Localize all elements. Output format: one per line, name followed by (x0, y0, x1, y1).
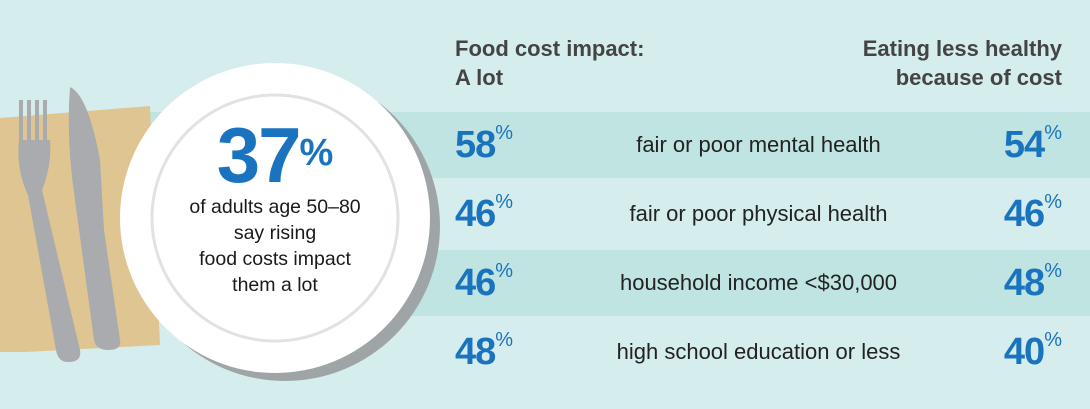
right-value: 40% (1003, 328, 1062, 373)
header-line: because of cost (895, 65, 1062, 90)
left-value: 46% (455, 190, 514, 235)
knife-icon (68, 87, 121, 350)
table-row: 46% fair or poor physical health 46% (455, 181, 1062, 247)
fork-icon (18, 100, 81, 362)
right-value: 54% (1003, 121, 1062, 166)
right-value: 48% (1003, 259, 1062, 304)
header-line: Food cost impact: (455, 36, 645, 61)
left-value: 46% (455, 259, 514, 304)
headline-stat: 37% of adults age 50–80 say rising food … (150, 116, 400, 298)
column-header-food-cost-impact: Food cost impact: A lot (455, 34, 644, 92)
headline-line: of adults age 50–80 (189, 196, 361, 218)
row-label: fair or poor mental health (636, 132, 881, 157)
place-setting-illustration (0, 63, 440, 381)
plate-rim (150, 93, 400, 343)
plate-icon (120, 63, 430, 373)
headline-value: 37 (216, 111, 302, 199)
row-label: household income <$30,000 (619, 270, 898, 295)
column-header-eating-less-healthy: Eating less healthy because of cost (863, 34, 1062, 92)
table-row: 48% high school education or less 40% (455, 319, 1062, 385)
table-row: 58% fair or poor mental health 54% (455, 112, 1062, 178)
headline-line: food costs impact (199, 248, 351, 270)
headline-unit: % (299, 132, 334, 174)
row-label: high school education or less (616, 339, 901, 364)
header-line: A lot (455, 65, 504, 90)
left-value: 58% (455, 121, 514, 166)
right-value: 46% (1003, 190, 1062, 235)
row-label: fair or poor physical health (629, 201, 888, 226)
left-value: 48% (455, 328, 514, 373)
table-row: 46% household income <$30,000 48% (455, 250, 1062, 316)
headline-line: them a lot (232, 274, 318, 296)
headline-line: say rising (233, 222, 317, 244)
header-line: Eating less healthy (862, 36, 1062, 61)
